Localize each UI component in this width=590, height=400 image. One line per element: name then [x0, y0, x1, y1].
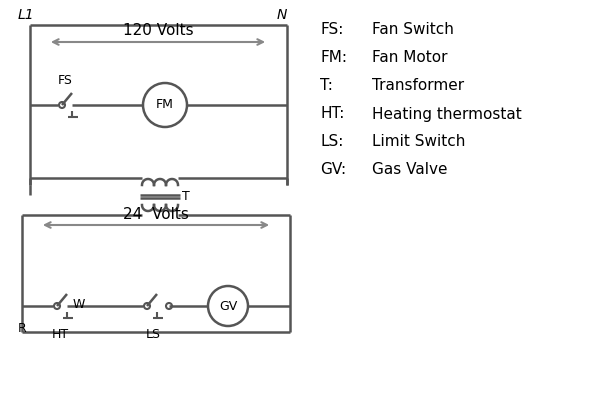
Text: GV: GV — [219, 300, 237, 312]
Text: LS:: LS: — [320, 134, 343, 150]
Text: W: W — [73, 298, 86, 310]
Text: Gas Valve: Gas Valve — [372, 162, 447, 178]
Text: FS: FS — [58, 74, 73, 87]
Text: N: N — [277, 8, 287, 22]
Text: T: T — [182, 190, 190, 202]
Text: FS:: FS: — [320, 22, 343, 38]
Text: Transformer: Transformer — [372, 78, 464, 94]
Text: 24  Volts: 24 Volts — [123, 207, 189, 222]
Text: FM:: FM: — [320, 50, 347, 66]
Text: 120 Volts: 120 Volts — [123, 23, 194, 38]
Text: Fan Switch: Fan Switch — [372, 22, 454, 38]
Text: Limit Switch: Limit Switch — [372, 134, 466, 150]
Text: R: R — [18, 322, 27, 335]
Text: L1: L1 — [18, 8, 35, 22]
Text: LS: LS — [146, 328, 160, 341]
Text: HT:: HT: — [320, 106, 345, 122]
Text: GV:: GV: — [320, 162, 346, 178]
Text: Heating thermostat: Heating thermostat — [372, 106, 522, 122]
Text: T:: T: — [320, 78, 333, 94]
Text: HT: HT — [51, 328, 68, 341]
Text: FM: FM — [156, 98, 174, 112]
Text: Fan Motor: Fan Motor — [372, 50, 447, 66]
